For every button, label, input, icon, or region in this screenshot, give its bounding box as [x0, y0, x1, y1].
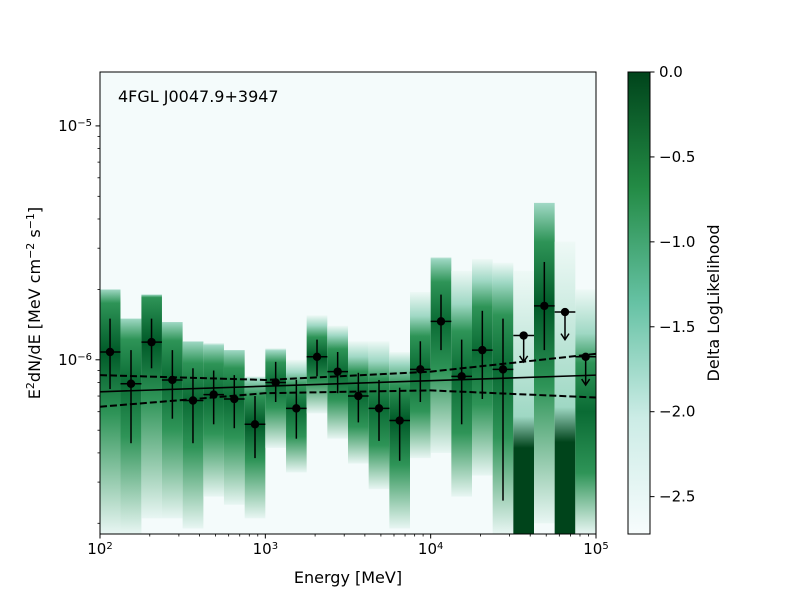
point-marker — [271, 378, 280, 387]
x-tick-label: 103 — [253, 540, 278, 558]
point-marker — [333, 367, 342, 376]
band-upper-line — [100, 352, 596, 381]
point-marker — [540, 301, 549, 311]
point-marker — [292, 404, 301, 413]
x-tick-label: 105 — [583, 540, 608, 558]
point-marker — [312, 352, 322, 362]
y-label-sup1: 2 — [24, 382, 37, 389]
data-point — [223, 375, 245, 429]
point-marker — [457, 372, 466, 381]
point-marker — [519, 331, 528, 340]
y-tick-label: 10−5 — [58, 117, 92, 135]
model-line — [100, 374, 596, 393]
y-label-e: E — [25, 389, 44, 399]
data-point — [389, 387, 411, 461]
colorbar-tick-label: −2.0 — [659, 403, 695, 421]
data-point — [368, 379, 390, 441]
data-point — [306, 339, 328, 377]
y-label-end: ] — [25, 207, 44, 213]
point-marker — [168, 375, 177, 385]
data-point — [410, 341, 431, 403]
y-label-mid2: s — [25, 229, 44, 242]
point-marker — [209, 390, 218, 399]
point-marker — [126, 379, 136, 388]
upper-limit-arrow — [560, 333, 570, 341]
upper-limit-arrow — [581, 378, 591, 387]
data-point — [120, 350, 142, 444]
point-marker — [498, 365, 508, 374]
data-point — [327, 351, 348, 394]
colorbar-tick-label: 0.0 — [659, 63, 683, 81]
data-point — [430, 294, 452, 351]
data-point — [492, 318, 514, 501]
point-marker — [374, 404, 384, 413]
data-point — [244, 396, 266, 459]
upper-limit-point — [554, 307, 576, 341]
y-axis-ticks: 10−6 10−5 — [58, 117, 100, 524]
likelihood-column — [513, 270, 535, 534]
upper-limit-point — [513, 331, 535, 364]
data-point — [472, 310, 493, 399]
data-point — [286, 379, 307, 439]
data-point — [161, 350, 183, 419]
likelihood-column — [534, 202, 555, 524]
point-marker — [395, 416, 404, 425]
point-marker — [560, 307, 570, 317]
point-marker — [354, 391, 363, 401]
colorbar-tick-label: −2.5 — [659, 488, 695, 506]
point-marker — [436, 317, 446, 326]
x-axis-label: Energy [MeV] — [294, 568, 402, 587]
point-marker — [416, 365, 425, 374]
x-tick-label: 104 — [418, 540, 443, 558]
data-point — [534, 261, 555, 351]
colorbar — [627, 71, 651, 535]
likelihood-column — [161, 322, 183, 519]
likelihood-column — [575, 289, 596, 534]
data-point — [347, 372, 369, 423]
point-marker — [147, 337, 156, 347]
data-points — [100, 261, 596, 501]
data-point — [203, 370, 224, 425]
y-axis-label: E2dN/dE [MeV cm−2 s−1] — [24, 207, 45, 399]
colorbar-label: Delta LogLikelihood — [704, 224, 723, 381]
y-tick-label: 10−6 — [58, 351, 92, 369]
likelihood-column — [141, 294, 162, 519]
data-point — [451, 339, 473, 425]
colorbar-tick-label: −1.0 — [659, 233, 695, 251]
upper-limit-point — [575, 352, 596, 387]
upper-limit-arrow — [519, 355, 529, 364]
data-point — [100, 318, 121, 390]
likelihood-column — [430, 257, 452, 453]
point-marker — [581, 352, 590, 362]
likelihood-bands — [100, 202, 596, 534]
point-marker — [250, 420, 260, 429]
colorbar-tick-label: −0.5 — [659, 148, 695, 166]
x-axis-ticks: 102 103 104 105 — [87, 534, 609, 558]
data-point — [265, 361, 287, 403]
point-marker — [105, 347, 115, 357]
point-marker — [478, 345, 487, 355]
data-point — [182, 368, 204, 444]
plot-frame — [99, 71, 597, 535]
colorbar-ticks: 0.0 −0.5 −1.0 −1.5 −2.0 −2.5 — [650, 63, 695, 506]
y-label-mid: dN/dE [MeV cm — [25, 259, 44, 382]
x-tick-label: 102 — [87, 540, 112, 558]
likelihood-column — [554, 241, 576, 534]
y-label-sup3: −1 — [24, 213, 37, 229]
likelihood-column — [100, 289, 121, 534]
point-marker — [230, 394, 239, 404]
colorbar-tick-label: −1.5 — [659, 318, 695, 336]
y-label-sup2: −2 — [24, 243, 37, 259]
source-annotation: 4FGL J0047.9+3947 — [118, 87, 279, 106]
data-point — [141, 318, 162, 369]
point-marker — [188, 396, 198, 405]
